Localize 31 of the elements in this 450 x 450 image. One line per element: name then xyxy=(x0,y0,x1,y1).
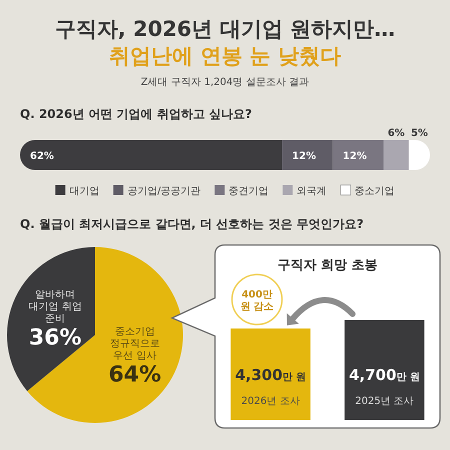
text: 취업난에 연봉 눈 낮췄다 xyxy=(109,44,341,68)
x-tick-label: 2025년 조사 xyxy=(355,396,414,407)
data-label: 36% xyxy=(28,325,82,350)
x-tick-label: 2026년 조사 xyxy=(241,396,300,407)
data-label: 62% xyxy=(30,151,54,162)
slice-label: 중소기업 정규직으로 우선 입사 xyxy=(110,326,160,362)
text: 400만 원 감소 xyxy=(240,290,274,313)
data-label: 6% xyxy=(388,128,405,139)
data-label: 4,700만 원 xyxy=(348,366,420,384)
legend-label: 중견기업 xyxy=(228,186,269,197)
bar xyxy=(20,140,282,170)
chart-title: Q. 2026년 어떤 기업에 취업하고 싶나요? xyxy=(20,107,252,121)
slice-label: 알바하며 대기업 취업 준비 xyxy=(28,289,82,324)
legend-label: 외국계 xyxy=(296,186,327,197)
data-label: 12% xyxy=(342,151,367,162)
bar xyxy=(282,140,333,170)
chart-title: Q. 월급이 최저시급으로 같다면, 더 선호하는 것은 무엇인가요? xyxy=(20,217,364,231)
chart-title: 구직자 희망 초봉 xyxy=(277,258,378,273)
legend-label: 대기업 xyxy=(69,186,100,197)
bar xyxy=(384,140,409,170)
legend-label: 중소기업 xyxy=(354,186,395,197)
text: Z세대 구직자 1,204명 설문조사 결과 xyxy=(140,77,310,88)
legend-label: 공기업/공공기관 xyxy=(127,186,201,197)
bar xyxy=(332,140,384,170)
data-label: 5% xyxy=(410,128,428,139)
pie-slice xyxy=(7,247,95,392)
data-label: 64% xyxy=(108,362,162,388)
data-label: 4,300만 원 xyxy=(235,366,306,384)
pie-slice xyxy=(27,247,183,423)
data-label: 12% xyxy=(292,151,316,162)
text: 구직자, 2026년 대기업 원하지만… xyxy=(54,17,396,41)
